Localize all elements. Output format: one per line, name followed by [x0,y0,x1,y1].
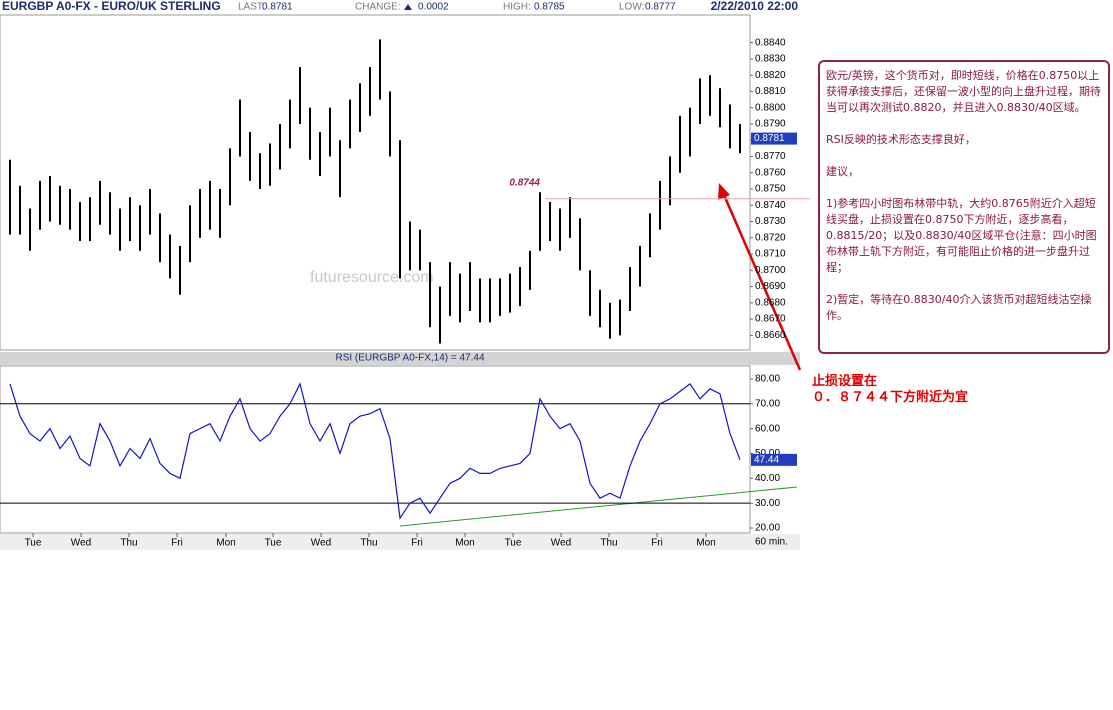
x-axis-band [0,534,800,550]
trend-line [399,486,798,527]
x-tick-label: Fri [651,538,663,549]
y-tick-label: 0.8710 [755,249,786,260]
arrow-head [718,183,730,200]
stat-label: CHANGE: [355,2,401,13]
y-tick-label: 0.8740 [755,200,786,211]
stat-value: 0.8785 [534,2,565,13]
y-tick-label: 0.8700 [755,265,786,276]
y-tick-label: 70.00 [755,398,780,409]
y-tick-label: 0.8750 [755,184,786,195]
stop-text: ０．８７４４下方附近为宜 [812,390,969,405]
y-tick-label: 0.8840 [755,37,786,48]
note-text: 建议， [826,165,859,178]
y-tick-label: 0.8680 [755,297,786,308]
last-box [751,453,797,466]
x-tick-label: Wed [551,538,571,549]
stop-text: 止损设置在 [812,374,878,389]
x-tick-label: Wed [311,538,331,549]
y-tick-label: 20.00 [755,523,780,534]
x-tick-label: Tue [25,538,42,549]
watermark: futuresource.com [310,269,434,286]
note-box: 欧元/英镑，这个货币对，即时短线，价格在0.8750以上获得承接支撑后，还保留一… [818,60,1110,354]
chart-title: EURGBP A0-FX - EURO/UK STERLING [2,0,221,13]
stat-value: 0.0002 [418,2,449,13]
stat-label: LOW: [619,2,644,13]
rsi-line [9,382,741,520]
y-tick-label: 30.00 [755,498,780,509]
note-text: 1)参考四小时图布林带中轨，大约0.8765附近介入超短线买盘，止损设置在0.8… [826,197,1097,274]
y-tick-label: 0.8760 [755,167,786,178]
x-tick-label: Tue [505,538,522,549]
x-tick-label: Fri [171,538,183,549]
x-tick-label: Fri [411,538,423,549]
y-tick-label: 0.8810 [755,86,786,97]
y-tick-label: 0.8770 [755,151,786,162]
x-tick-label: Wed [71,538,91,549]
change-arrow [404,4,412,10]
x-tick-label: Thu [360,538,377,549]
y-tick-label: 0.8670 [755,314,786,325]
y-tick-label: 0.8690 [755,281,786,292]
x-tick-label: Mon [455,538,474,549]
date: 2/22/2010 22:00 [711,0,799,13]
y-tick-label: 0.8790 [755,119,786,130]
last-box [751,132,797,145]
stop-note: 止损设置在 ０．８７４４下方附近为宜 [812,374,968,406]
stat-label: LAST: [238,2,265,13]
level-label: 0.8744 [509,177,540,188]
note-text: 欧元/英镑，这个货币对，即时短线，价格在0.8750以上获得承接支撑后，还保留一… [826,69,1101,114]
note-text: 2)暂定，等待在0.8830/40介入该货币对超短线沽空操作。 [826,293,1092,322]
y-tick-label: 50.00 [755,448,780,459]
stat-value: 0.8781 [262,2,293,13]
rsi-title-bar [0,352,800,365]
note-text: RSI反映的技术形态支撑良好， [826,133,976,146]
y-tick-label: 60.00 [755,423,780,434]
y-tick-label: 0.8730 [755,216,786,227]
y-tick-label: 40.00 [755,473,780,484]
x-unit: 60 min. [755,537,788,548]
y-tick-label: 0.8800 [755,102,786,113]
last-label: 0.8781 [754,133,785,144]
x-tick-label: Thu [600,538,617,549]
y-tick-label: 80.00 [755,374,780,385]
arrow-shaft [722,194,802,371]
stat-label: HIGH: [503,2,531,13]
y-tick-label: 0.8830 [755,54,786,65]
stat-value: 0.8777 [645,2,676,13]
y-tick-label: 0.8660 [755,330,786,341]
price-panel [0,14,751,351]
rsi-title: RSI (EURGBP A0-FX,14) = 47.44 [335,353,484,364]
y-tick-label: 0.8820 [755,70,786,81]
x-tick-label: Mon [216,538,235,549]
x-tick-label: Mon [696,538,715,549]
rsi-panel [0,365,751,534]
x-tick-label: Thu [120,538,137,549]
y-tick-label: 0.8720 [755,232,786,243]
last-label: 47.44 [754,454,779,465]
x-tick-label: Tue [265,538,282,549]
